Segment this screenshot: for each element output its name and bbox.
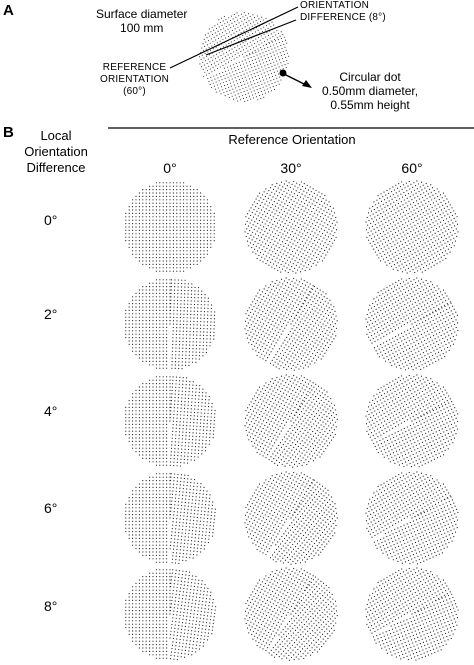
disk-ref-30-diff-2 [244, 277, 338, 371]
row-label-4: 4° [44, 403, 58, 419]
row-label-0: 0° [44, 212, 58, 228]
disk-ref-0-diff-2 [125, 279, 216, 370]
disk-ref-60-diff-8 [365, 567, 459, 661]
orientation-difference-label: ORIENTATION DIFFERENCE (8°) [300, 0, 386, 24]
example-disk [198, 11, 290, 103]
panel-a-letter: A [3, 2, 14, 19]
disk-ref-0-diff-0 [125, 182, 215, 272]
row-header-line-2: Orientation [24, 144, 88, 159]
disk-ref-30-diff-6 [244, 471, 338, 565]
disk-ref-60-diff-4 [365, 374, 459, 468]
row-header-line-3: Difference [26, 160, 86, 175]
reference-orientation-line-3: (60°) [123, 86, 146, 97]
disk-ref-60-diff-6 [365, 471, 459, 565]
stimulus-grid [125, 180, 459, 661]
circular-dot-line-3: 0.55mm height [330, 98, 410, 112]
orientation-difference-line-1: ORIENTATION [300, 0, 370, 11]
disk-ref-0-diff-8 [125, 569, 217, 661]
reference-orientation-label: REFERENCE ORIENTATION (60°) [100, 62, 169, 98]
surface-diameter-line-2: 100 mm [120, 21, 164, 35]
disk-ref-0-diff-6 [125, 473, 216, 564]
orientation-difference-line [205, 19, 297, 56]
circular-dot-line-1: Circular dot [339, 70, 401, 84]
disk-ref-0-diff-4 [125, 376, 216, 467]
disk-ref-30-diff-8 [244, 567, 338, 661]
column-label-60: 60° [401, 160, 423, 176]
row-label-2: 2° [44, 306, 58, 322]
row-label-6: 6° [44, 500, 58, 516]
column-label-30: 30° [280, 160, 302, 176]
surface-diameter-line-1: Surface diameter [96, 7, 188, 21]
reference-orientation-line-1: REFERENCE [102, 62, 167, 73]
surface-diameter-label: Surface diameter 100 mm [96, 7, 187, 35]
disk-ref-60-diff-0 [365, 180, 459, 274]
dot-pointer-arrowhead [302, 80, 312, 88]
reference-orientation-line [169, 6, 299, 69]
row-label-8: 8° [44, 598, 58, 614]
column-label-0: 0° [163, 160, 177, 176]
row-header-line-1: Local [40, 128, 72, 143]
circular-dot-line-2: 0.50mm diameter, [322, 84, 419, 98]
orientation-difference-line-2: DIFFERENCE (8°) [300, 12, 386, 23]
disk-ref-30-diff-0 [244, 180, 338, 274]
column-header: Reference Orientation [228, 132, 356, 147]
panel-a-illustration [169, 6, 312, 103]
panel-b-letter: B [3, 124, 14, 141]
row-header: Local Orientation Difference [20, 128, 92, 176]
disk-ref-60-diff-2 [365, 277, 459, 371]
disk-ref-30-diff-4 [244, 374, 338, 468]
reference-orientation-line-2: ORIENTATION [100, 74, 170, 85]
circular-dot-label: Circular dot 0.50mm diameter, 0.55mm hei… [322, 70, 418, 112]
